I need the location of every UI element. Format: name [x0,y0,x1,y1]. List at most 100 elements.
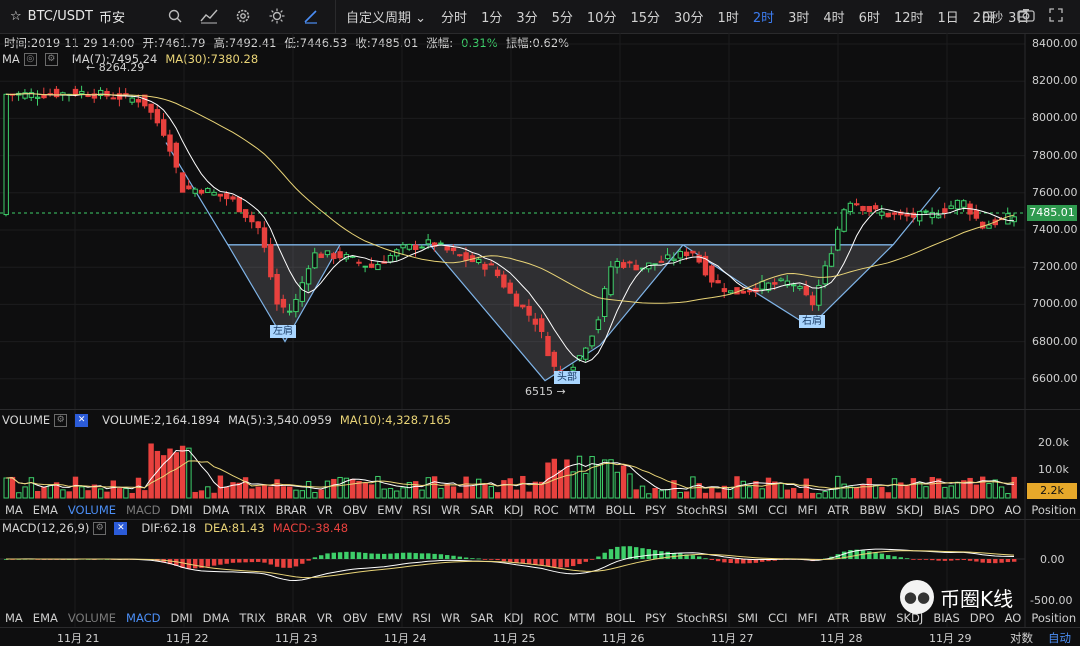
indicator-tab-smi[interactable]: SMI [737,611,759,625]
settings-icon[interactable] [232,5,254,27]
macd-bar [369,553,374,559]
indicator-tab-brar[interactable]: BRAR [275,611,307,625]
macd-settings-icon[interactable]: ⚙ [93,521,107,535]
indicator-tab-dma[interactable]: DMA [202,611,230,625]
indicator-tab-vr[interactable]: VR [316,611,333,625]
indicator-tab-wr[interactable]: WR [440,503,461,517]
current-volume-tag: 2.2k [1027,483,1077,499]
timeframe-6[interactable]: 30分 [674,11,704,26]
indicator-tab-boll[interactable]: BOLL [605,503,636,517]
indicator-tab-macd[interactable]: MACD [126,503,161,517]
indicator-tab-mfi[interactable]: MFI [797,611,818,625]
indicator-tab-bbw[interactable]: BBW [859,611,887,625]
indicator-tab-emv[interactable]: EMV [377,503,403,517]
timeframe-0[interactable]: 分时 [441,11,468,26]
indicator-tab-mtm[interactable]: MTM [568,503,596,517]
indicator-tab-roc[interactable]: ROC [533,611,559,625]
timeframe-12[interactable]: 12时 [893,11,924,26]
indicator-tab-psy[interactable]: PSY [645,503,667,517]
star-icon[interactable]: ☆ [10,9,22,24]
timeframe-4[interactable]: 10分 [586,11,617,26]
indicator-tab-brar[interactable]: BRAR [275,503,307,517]
indicator-tab-trix[interactable]: TRIX [239,611,266,625]
indicator-tab-mtm[interactable]: MTM [568,611,596,625]
indicator-tab-dma[interactable]: DMA [202,503,230,517]
indicator-tab-mfi[interactable]: MFI [797,503,818,517]
indicator-tab-ma[interactable]: MA [5,503,23,517]
indicator-tab-trix[interactable]: TRIX [239,503,266,517]
indicator-tab-atr[interactable]: ATR [827,611,850,625]
volume-close-icon[interactable]: ✕ [75,413,89,427]
timeframe-8[interactable]: 2时 [752,11,775,26]
auto-scale-toggle[interactable]: 自动 [1048,631,1071,645]
indicator-tab-skdj[interactable]: SKDJ [896,503,924,517]
macd-legend: MACD(12,26,9) ⚙ ✕ DIF:62.18 DEA:81.43 MA… [2,521,356,535]
theme-icon[interactable] [266,5,288,27]
timeframe-1[interactable]: 1分 [481,11,503,26]
ma-settings-icon[interactable]: ⚙ [44,52,58,66]
volume-bar [22,486,28,499]
indicator-tab-ema[interactable]: EMA [32,503,58,517]
indicator-tab-atr[interactable]: ATR [827,503,850,517]
indicator-tab-obv[interactable]: OBV [342,611,368,625]
timeframe-9[interactable]: 3时 [788,11,810,26]
indicator-tab-kdj[interactable]: KDJ [503,611,524,625]
indicator-tab-sar[interactable]: SAR [470,503,494,517]
price-chart[interactable] [0,33,1080,628]
indicator-tab-dpo[interactable]: DPO [969,611,995,625]
indicator-tab-rsi[interactable]: RSI [412,503,431,517]
log-scale-toggle[interactable]: 对数 [1010,631,1033,645]
custom-period-button[interactable]: 自定义周期 ⌄ [346,11,427,26]
timeframe-10[interactable]: 4时 [823,11,845,26]
indicator-tab-position[interactable]: Position [1031,611,1077,625]
indicator-tab-bias[interactable]: BIAS [933,503,960,517]
indicator-tab-stochrsi[interactable]: StochRSI [676,611,728,625]
timeframe-3[interactable]: 5分 [551,11,573,26]
indicator-tab-smi[interactable]: SMI [737,503,759,517]
indicator-tab-ao[interactable]: AO [1004,503,1022,517]
timeframe-7[interactable]: 1时 [717,11,739,26]
indicator-tab-dpo[interactable]: DPO [969,503,995,517]
indicator-tab-cci[interactable]: CCI [768,503,788,517]
fullscreen-icon[interactable] [1049,8,1063,25]
search-icon[interactable] [164,5,186,27]
indicator-tab-vr[interactable]: VR [316,503,333,517]
symbol-selector[interactable]: ☆ BTC/USDT 币安 [10,0,125,33]
timeframe-13[interactable]: 1日 [937,11,959,26]
indicator-tab-roc[interactable]: ROC [533,503,559,517]
indicator-tab-volume[interactable]: VOLUME [67,503,117,517]
indicator-tab-bbw[interactable]: BBW [859,503,887,517]
indicator-icon[interactable] [198,5,220,27]
indicator-tab-ema[interactable]: EMA [32,611,58,625]
timeframe-2[interactable]: 3分 [516,11,538,26]
timeframe-11[interactable]: 6时 [858,11,880,26]
indicator-tab-bias[interactable]: BIAS [933,611,960,625]
indicator-tab-psy[interactable]: PSY [645,611,667,625]
indicator-tab-volume[interactable]: VOLUME [67,611,117,625]
volume-settings-icon[interactable]: ⚙ [54,413,68,427]
indicator-tab-ao[interactable]: AO [1004,611,1022,625]
timeframe-5[interactable]: 15分 [630,11,660,26]
indicator-tab-stochrsi[interactable]: StochRSI [676,503,728,517]
indicator-tab-wr[interactable]: WR [440,611,461,625]
draw-icon[interactable] [300,5,322,27]
indicator-tab-position[interactable]: Position [1031,503,1077,517]
macd-close-icon[interactable]: ✕ [114,521,128,535]
indicator-tab-rsi[interactable]: RSI [412,611,431,625]
indicator-tab-macd[interactable]: MACD [126,611,161,625]
indicator-tab-skdj[interactable]: SKDJ [896,611,924,625]
indicator-tab-obv[interactable]: OBV [342,503,368,517]
candle-body [425,239,432,245]
dea-line [5,550,1015,579]
indicator-tab-ma[interactable]: MA [5,611,23,625]
indicator-tab-boll[interactable]: BOLL [605,611,636,625]
camera-icon[interactable] [1017,8,1035,25]
indicator-tab-dmi[interactable]: DMI [170,503,193,517]
indicator-tab-emv[interactable]: EMV [377,611,403,625]
indicator-tab-kdj[interactable]: KDJ [503,503,524,517]
indicator-tab-cci[interactable]: CCI [768,611,788,625]
indicator-tab-sar[interactable]: SAR [470,611,494,625]
timeframe-14[interactable]: 2日 [972,11,995,26]
indicator-tab-dmi[interactable]: DMI [170,611,193,625]
ma-visibility-icon[interactable]: ◎ [23,52,37,66]
